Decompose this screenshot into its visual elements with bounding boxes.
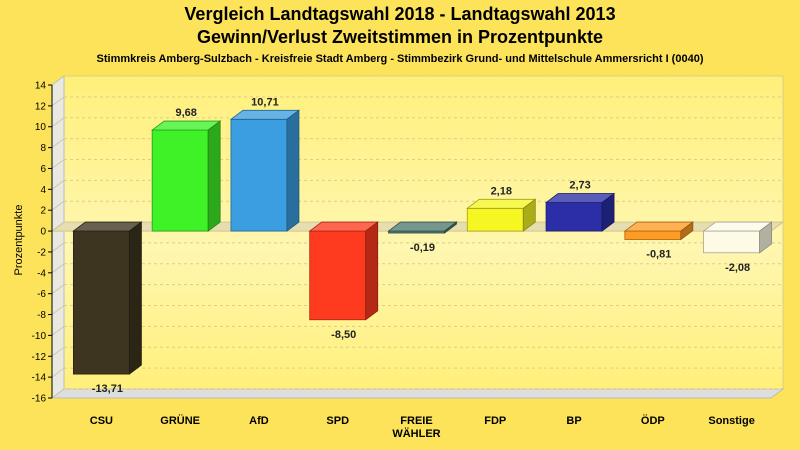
x-tick-label: GRÜNE: [160, 414, 200, 427]
bar-front: [703, 230, 761, 254]
bar-0: [72, 221, 143, 375]
chart-subtitle: Gewinn/Verlust Zweitstimmen in Prozentpu…: [196, 27, 604, 47]
gridline: [51, 388, 65, 399]
x-tick-label: AfD: [249, 415, 269, 427]
bar-side: [601, 192, 615, 232]
bar-front: [151, 129, 209, 232]
bar-side: [128, 221, 142, 375]
y-tick-label: -2: [37, 247, 46, 258]
y-axis-label: Prozentpunkte: [13, 205, 25, 276]
gridlines: [51, 75, 783, 399]
chart-title: Vergleich Landtagswahl 2018 - Landtagswa…: [184, 4, 616, 24]
gridline: [51, 325, 65, 336]
y-tick-label: 4: [40, 185, 46, 196]
data-label: 9,68: [175, 107, 196, 119]
gridline: [51, 346, 65, 357]
gridline: [51, 159, 65, 169]
gridline: [51, 263, 65, 274]
x-tick-label: FREIE: [400, 415, 432, 427]
y-tick-label: -12: [32, 352, 47, 363]
y-tick-label: 2: [40, 206, 46, 217]
y-tick-label: -16: [32, 394, 47, 405]
y-tick-label: 14: [35, 81, 47, 92]
y-tick-label: 6: [40, 164, 46, 175]
gridline: [51, 367, 65, 378]
bar-2: [229, 109, 301, 232]
y-tick-label: 8: [40, 143, 46, 154]
plot-floor: [50, 388, 785, 399]
x-tick-label: SPD: [326, 415, 349, 427]
bar-side: [680, 221, 694, 241]
plot-side-wall: [51, 75, 65, 399]
bar-6: [544, 192, 616, 232]
bar-7: [623, 221, 695, 241]
bar-side: [444, 221, 457, 234]
bar-3: [308, 221, 379, 321]
data-label: -2,08: [725, 262, 750, 274]
x-tick-label: FDP: [484, 415, 506, 427]
bar-8: [702, 221, 773, 254]
gridline: [51, 138, 65, 149]
data-label: -13,71: [92, 383, 123, 395]
y-tick-label: 10: [35, 122, 47, 133]
gridline: [51, 305, 65, 315]
y-tick-label: 12: [35, 101, 47, 112]
gridline: [51, 117, 65, 128]
bar-side: [759, 221, 773, 254]
gridline: [51, 179, 65, 190]
data-label: 2,18: [491, 185, 512, 197]
bar-front: [230, 118, 288, 232]
y-tick-label: -4: [37, 268, 46, 279]
x-tick-label: CSU: [90, 415, 113, 427]
y-tick-label: -14: [32, 373, 47, 384]
bar-front: [466, 207, 524, 232]
data-label: 2,73: [569, 180, 590, 192]
bar-4: [387, 221, 458, 234]
gridline: [51, 96, 65, 107]
x-tick-label: ÖDP: [641, 414, 665, 427]
y-tick-label: -8: [37, 310, 46, 321]
bar-front: [309, 230, 367, 321]
data-label: 10,71: [251, 96, 279, 108]
bar-side: [365, 221, 379, 321]
data-label: -8,50: [331, 329, 356, 341]
gridline: [51, 75, 65, 86]
bar-front: [72, 230, 130, 375]
y-tick-label: -6: [37, 289, 46, 300]
data-label: -0,81: [646, 249, 671, 261]
x-tick-label: BP: [566, 415, 581, 427]
y-tick-label: -10: [32, 331, 47, 342]
y-axis: 14 12 10 8 6 4 2 0 -2 -4 -6 -8 -10 -12 -14 -16: [32, 81, 53, 405]
bar-front: [624, 230, 682, 240]
x-tick-label: Sonstige: [708, 415, 754, 427]
bars: -13,71 9,68 10,71 -8,50 -0,19 2,18 2,73 -0,81 -2…: [72, 96, 773, 395]
gridline: [51, 242, 65, 253]
data-label: -0,19: [410, 242, 435, 254]
y-tick-label: 0: [40, 227, 46, 238]
x-tick-label: WÄHLER: [392, 427, 440, 440]
bar-1: [150, 120, 222, 232]
bar-side: [207, 120, 221, 232]
bar-5: [466, 198, 537, 232]
gridline: [51, 221, 65, 232]
bar-side: [286, 109, 300, 232]
bar-front: [545, 202, 603, 232]
bar-side: [522, 198, 536, 232]
gridline: [51, 284, 65, 295]
gridline: [51, 200, 65, 211]
chart-caption: Stimmkreis Amberg-Sulzbach - Kreisfreie …: [96, 53, 704, 65]
